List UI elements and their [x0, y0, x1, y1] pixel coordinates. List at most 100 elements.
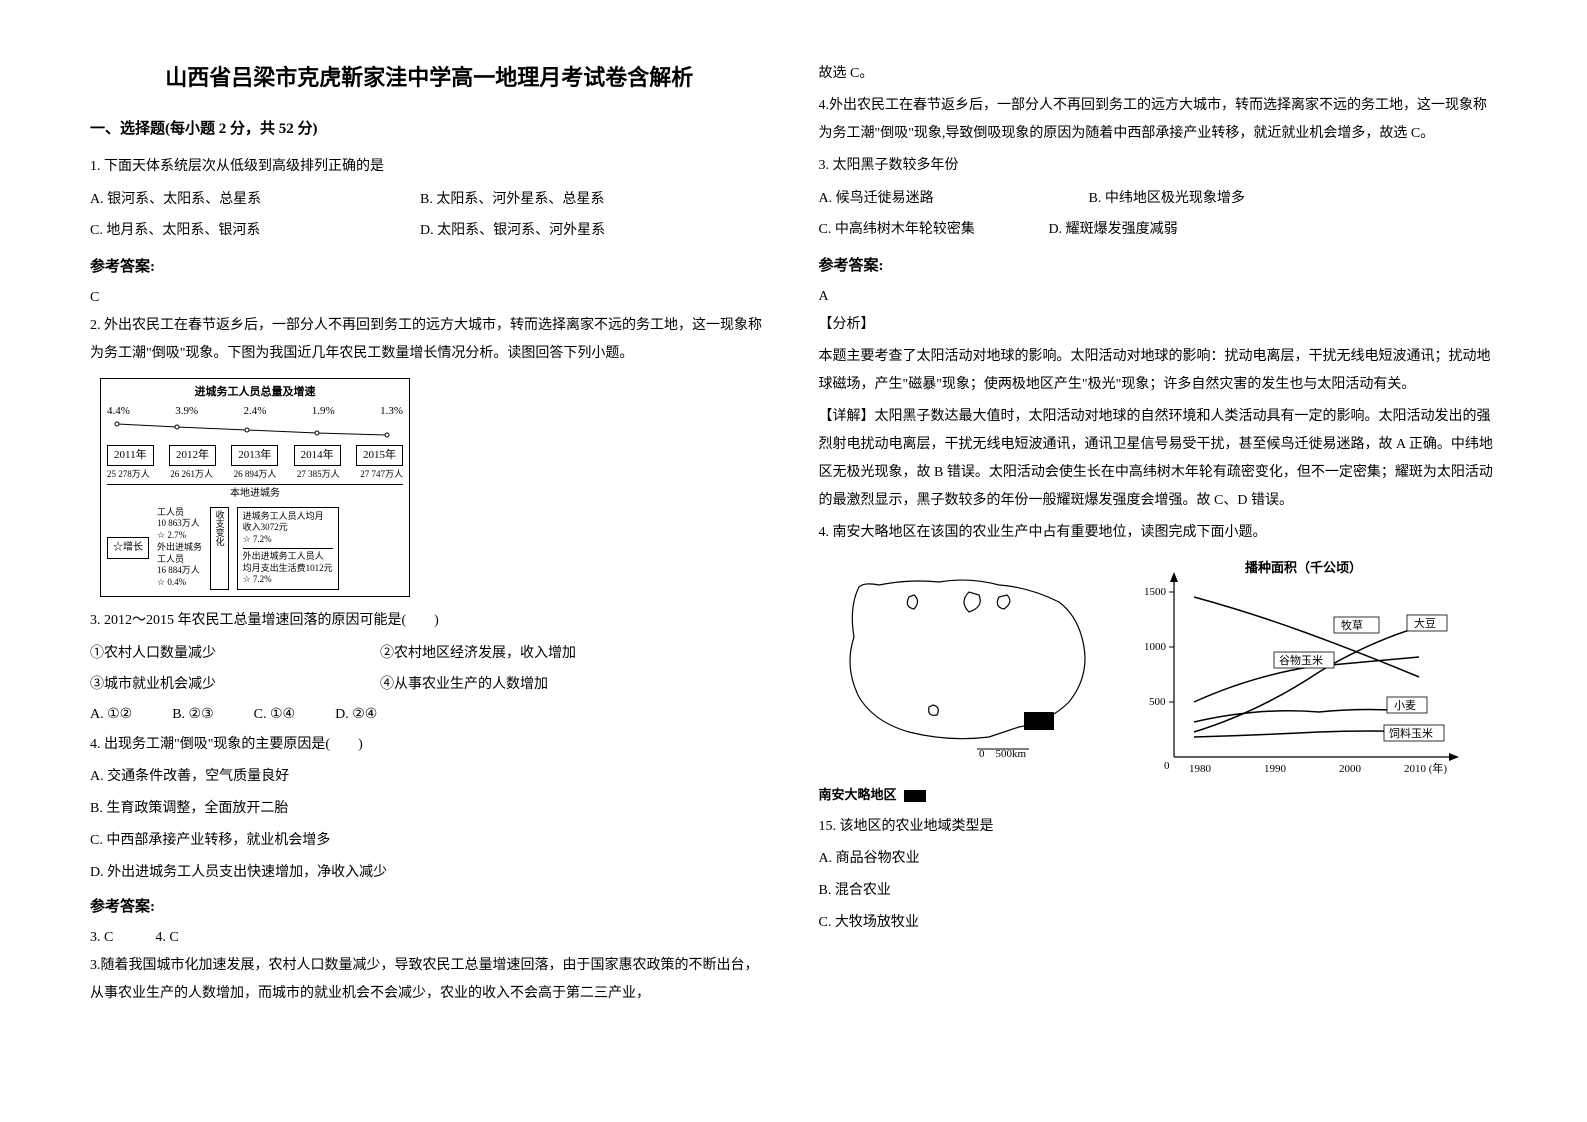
- fig-r6: ☆ 7.2%: [243, 574, 333, 586]
- q2-sub3-4: ④从事农业生产的人数增加: [380, 670, 548, 701]
- fig-year-2: 2013年: [231, 445, 278, 466]
- fig-total-3: 27 385万人: [297, 468, 340, 481]
- q2-sub3-c: C. ①④: [254, 700, 295, 731]
- fig-pct-3: 1.9%: [312, 404, 335, 419]
- q2-answer-label: 参考答案:: [90, 895, 769, 916]
- q3-analysis: 本题主要考查了太阳活动对地球的影响。太阳活动对地球的影响：扰动电离层，干扰无线电…: [819, 343, 1498, 399]
- fig-total-1: 26 261万人: [170, 468, 213, 481]
- fig-pct-1: 3.9%: [175, 404, 198, 419]
- fig-sub2a: 外出进城务: [157, 542, 202, 554]
- x-1990: 1990: [1264, 763, 1287, 775]
- fig-r5: 均月支出生活费1012元: [243, 563, 333, 575]
- q15-stem: 15. 该地区的农业地域类型是: [819, 813, 1498, 841]
- y-1500: 1500: [1144, 586, 1167, 598]
- canada-figure: 0 500km 南安大略地区 播种面积（千公顷） 1500 1000 500: [819, 557, 1498, 803]
- lbl-mucao: 牧草: [1341, 618, 1363, 632]
- right-column: 故选 C。 4.外出农民工在春节返乡后，一部分人不再回到务工的远方大城市，转而选…: [819, 60, 1498, 1082]
- fig-sub2c: 16 884万人: [157, 565, 202, 577]
- fig-r2: 收入3072元: [243, 522, 333, 534]
- q2-sub4-c: C. 中西部承接产业转移，就业机会增多: [90, 827, 769, 855]
- fig-sub1a: 工人员: [157, 507, 202, 519]
- map-scale-text: 0 500km: [979, 748, 1026, 760]
- q3-detail: 【详解】太阳黑子数达最大值时，太阳活动对地球的自然环境和人类活动具有一定的影响。…: [819, 403, 1498, 515]
- migrant-worker-figure: 进城务工人员总量及增速 4.4% 3.9% 2.4% 1.9% 1.3% 201…: [100, 378, 769, 597]
- q1-row1: A. 银河系、太阳系、总星系 B. 太阳系、河外星系、总星系: [90, 185, 769, 216]
- fig-pct-2: 2.4%: [244, 404, 267, 419]
- q2-sub3-items1: ①农村人口数量减少 ②农村地区经济发展，收入增加: [90, 639, 769, 670]
- fig-sub1b: 10 863万人: [157, 518, 202, 530]
- x-2010: 2010 (年): [1404, 761, 1447, 775]
- q2-sub3-items2: ③城市就业机会减少 ④从事农业生产的人数增加: [90, 670, 769, 701]
- fig-r4: 外出进城务工人员人: [243, 551, 333, 563]
- detail-label: 【详解】: [819, 409, 875, 424]
- q2-ans34: 3. C 4. C: [90, 924, 769, 952]
- q1-answer-label: 参考答案:: [90, 255, 769, 276]
- q1-opt-a: A. 银河系、太阳系、总星系: [90, 185, 390, 216]
- detail-text: 太阳黑子数达最大值时，太阳活动对地球的自然环境和人类活动具有一定的影响。太阳活动…: [819, 409, 1493, 508]
- map-legend-swatch: [904, 790, 926, 802]
- fig-total-2: 26 894万人: [234, 468, 277, 481]
- lbl-xiaomai: 小麦: [1394, 699, 1416, 712]
- fig-title: 进城务工人员总量及增速: [107, 385, 403, 400]
- q2-sub3-b: B. ②③: [172, 700, 213, 731]
- fig-r3: ☆ 7.2%: [243, 534, 333, 546]
- col2-cont2: 4.外出农民工在春节返乡后，一部分人不再回到务工的远方大城市，转而选择离家不远的…: [819, 92, 1498, 148]
- canada-map: 0 500km 南安大略地区: [819, 557, 1119, 803]
- q1-stem: 1. 下面天体系统层次从低级到高级排列正确的是: [90, 153, 769, 181]
- map-label: 南安大略地区: [819, 787, 897, 802]
- q3-answer-label: 参考答案:: [819, 254, 1498, 275]
- q2-sub4-a: A. 交通条件改善，空气质量良好: [90, 763, 769, 791]
- section-1-header: 一、选择题(每小题 2 分，共 52 分): [90, 117, 769, 138]
- q2-intro: 2. 外出农民工在春节返乡后，一部分人不再回到务工的远方大城市，转而选择离家不远…: [90, 312, 769, 368]
- fig-year-3: 2014年: [294, 445, 341, 466]
- fig-r1: 进城务工人员人均月: [243, 511, 333, 523]
- y-1000: 1000: [1144, 641, 1167, 653]
- q1-opt-c: C. 地月系、太阳系、银河系: [90, 216, 390, 247]
- fig-total-0: 25 278万人: [107, 468, 150, 481]
- q3-answer: A: [819, 283, 1498, 311]
- q2-sub3-opts: A. ①② B. ②③ C. ①④ D. ②④: [90, 700, 769, 731]
- q15-b: B. 混合农业: [819, 877, 1498, 905]
- q2-sub3-1: ①农村人口数量减少: [90, 639, 350, 670]
- page-title: 山西省吕梁市克虎靳家洼中学高一地理月考试卷含解析: [90, 60, 769, 92]
- q2-sub3-d: D. ②④: [335, 700, 377, 731]
- q2-sub4-b: B. 生育政策调整，全面放开二胎: [90, 795, 769, 823]
- fig-side-label: 收支变化: [210, 507, 229, 590]
- q15-a: A. 商品谷物农业: [819, 845, 1498, 873]
- q2-sub3-2: ②农村地区经济发展，收入增加: [380, 639, 576, 670]
- fig-total-4: 27 747万人: [360, 468, 403, 481]
- fig-sub2d: ☆ 0.4%: [157, 577, 202, 589]
- x-2000: 2000: [1339, 763, 1362, 775]
- fig-sub1c: ☆ 2.7%: [157, 530, 202, 542]
- q2-sub3: 3. 2012～2015 年农民工总量增速回落的原因可能是( ): [90, 607, 769, 635]
- q2-sub3-a: A. ①②: [90, 700, 132, 731]
- trend-line-icon: [107, 421, 397, 439]
- q3-opt-b: B. 中纬地区极光现象增多: [1089, 184, 1245, 215]
- fig-sublabel: 本地进城务: [107, 484, 403, 501]
- chart-title: 播种面积（千公顷）: [1245, 557, 1362, 576]
- q2-sub4-d: D. 外出进城务工人员支出快速增加，净收入减少: [90, 859, 769, 887]
- q1-answer: C: [90, 284, 769, 312]
- y-500: 500: [1149, 696, 1166, 708]
- lbl-siliao: 饲料玉米: [1389, 726, 1433, 740]
- fig-sub2b: 工人员: [157, 554, 202, 566]
- q3-opt-a: A. 候鸟迁徙易迷路: [819, 184, 1059, 215]
- fig-pct-0: 4.4%: [107, 404, 130, 419]
- analysis-label: 【分析】: [819, 311, 1498, 339]
- q3-stem: 3. 太阳黑子数较多年份: [819, 152, 1498, 180]
- q4-stem: 4. 南安大略地区在该国的农业生产中占有重要地位，读图完成下面小题。: [819, 519, 1498, 547]
- q2-sub3-3: ③城市就业机会减少: [90, 670, 350, 701]
- fig-pct-4: 1.3%: [380, 404, 403, 419]
- col2-cont1: 故选 C。: [819, 60, 1498, 88]
- q1-opt-d: D. 太阳系、银河系、河外星系: [420, 216, 605, 247]
- left-column: 山西省吕梁市克虎靳家洼中学高一地理月考试卷含解析 一、选择题(每小题 2 分，共…: [90, 60, 769, 1082]
- x-1980: 1980: [1189, 763, 1212, 775]
- fig-year-1: 2012年: [169, 445, 216, 466]
- q3-row1: A. 候鸟迁徙易迷路 B. 中纬地区极光现象增多: [819, 184, 1498, 215]
- y-0: 0: [1164, 760, 1170, 772]
- q1-opt-b: B. 太阳系、河外星系、总星系: [420, 185, 604, 216]
- q15-c: C. 大牧场放牧业: [819, 909, 1498, 937]
- q3-opt-c: C. 中高纬树木年轮较密集: [819, 215, 1019, 246]
- fig-year-4: 2015年: [356, 445, 403, 466]
- q2-explain3: 3.随着我国城市化加速发展，农村人口数量减少，导致农民工总量增速回落，由于国家惠…: [90, 952, 769, 1008]
